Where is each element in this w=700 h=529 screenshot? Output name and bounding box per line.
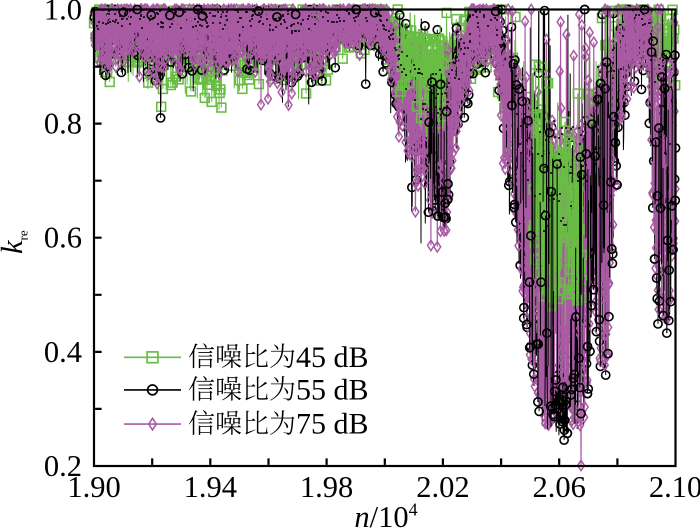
svg-text:2.06: 2.06 xyxy=(533,470,586,504)
svg-text:0.4: 0.4 xyxy=(44,335,82,369)
svg-text:0.8: 0.8 xyxy=(44,107,82,141)
svg-text:1.90: 1.90 xyxy=(67,470,120,504)
svg-text:2.10: 2.10 xyxy=(649,470,700,504)
svg-text:1.98: 1.98 xyxy=(300,470,353,504)
svg-text:45 dB: 45 dB xyxy=(296,341,369,374)
svg-text:2.02: 2.02 xyxy=(416,470,469,504)
svg-text:75 dB: 75 dB xyxy=(296,408,369,441)
svg-text:n/104: n/104 xyxy=(354,500,417,529)
svg-text:0.6: 0.6 xyxy=(44,221,82,255)
svg-text:55 dB: 55 dB xyxy=(296,374,369,407)
svg-text:1.94: 1.94 xyxy=(184,470,237,504)
svg-text:0.2: 0.2 xyxy=(44,449,82,483)
svg-text:1.0: 1.0 xyxy=(44,0,82,27)
svg-text:kre: kre xyxy=(0,230,31,254)
